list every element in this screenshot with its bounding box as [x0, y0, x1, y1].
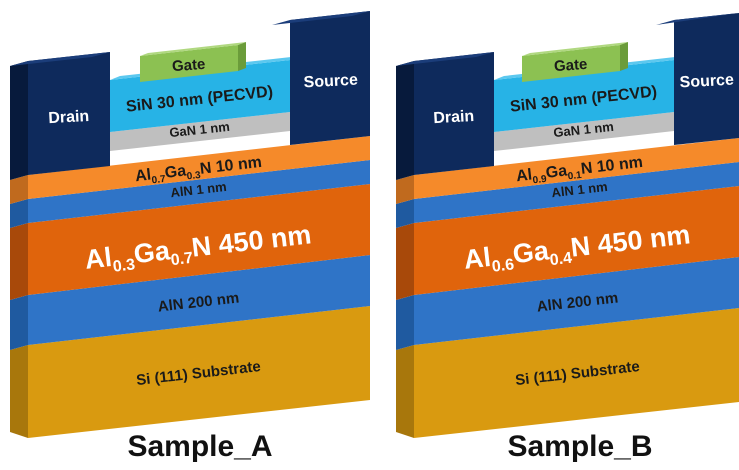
sample-a-gate-top [140, 42, 246, 56]
sample-b-substrate [414, 308, 739, 438]
sample-a-buffer [28, 184, 370, 295]
sample-b-aln-thin [414, 162, 739, 223]
sample-a-gan [110, 112, 290, 151]
sample-a-substrate [28, 306, 370, 438]
sample-a-aln-thin-label: AlN 1 nm [170, 179, 228, 200]
sample-a-buffer-side [10, 223, 28, 300]
sample-b-buffer-side [396, 223, 414, 300]
sample-b-barrier [414, 138, 739, 199]
sample-b-gan [494, 112, 674, 151]
sample-a-stack: Drain Source Gate SiN 30 nm (PECVD) GaN … [10, 11, 370, 438]
sample-a-drain-top [10, 52, 110, 66]
sample-a-buffer-label: Al0.3Ga0.7N 450 nm [83, 219, 313, 279]
sample-b-aln-thin-side [396, 199, 414, 228]
sample-b-gate-top [522, 42, 628, 56]
sample-b-aln-thin-label: AlN 1 nm [551, 179, 609, 200]
sample-a-drain-label: Drain [48, 108, 90, 127]
sample-b-source [674, 13, 739, 145]
sample-b-barrier-side [396, 175, 414, 204]
sample-a-aln-thin-side [10, 199, 28, 228]
sample-a-drain-side [10, 61, 28, 180]
sample-a-gate-label: Gate [171, 56, 205, 75]
sample-b-source-top [656, 13, 739, 25]
sample-a-source [290, 11, 370, 145]
sample-b-source-label: Source [679, 72, 734, 92]
sample-a-drain [28, 52, 110, 175]
sample-a-gate-side [238, 42, 246, 71]
sample-a-aln-thick-side [10, 295, 28, 350]
sample-b-drain-top [396, 52, 494, 66]
sample-a-caption: Sample_A [127, 430, 273, 463]
sample-b-barrier-label: Al0.9Ga0.1N 10 nm [515, 154, 644, 188]
sample-b-aln-thick [414, 257, 739, 345]
sample-b-stack: Drain Source Gate SiN 30 nm (PECVD) GaN … [396, 13, 739, 438]
sample-a-aln-thin [28, 160, 370, 223]
sample-a-aln-thick [28, 255, 370, 345]
sample-b-gate [522, 45, 620, 82]
sample-a-gate [140, 45, 238, 82]
sample-b-drain [414, 52, 494, 175]
sample-a-barrier-side [10, 175, 28, 204]
sample-b-drain-label: Drain [433, 108, 475, 127]
sample-b-gan-label: GaN 1 nm [553, 119, 615, 140]
sample-b-substrate-side [396, 345, 414, 438]
sample-a-source-top [272, 11, 370, 25]
sample-b-gate-label: Gate [553, 56, 587, 75]
sample-a-gan-label: GaN 1 nm [169, 119, 231, 140]
sample-b-drain-side [396, 61, 414, 180]
sample-b-gate-side [620, 42, 628, 71]
sample-b-buffer [414, 186, 739, 295]
sample-b-aln-thick-side [396, 295, 414, 350]
sample-a-barrier [28, 136, 370, 199]
sample-a-source-label: Source [303, 72, 358, 92]
sample-a-substrate-side [10, 345, 28, 438]
sample-a-barrier-label: Al0.7Ga0.3N 10 nm [134, 154, 263, 188]
sample-b-caption: Sample_B [507, 430, 653, 463]
